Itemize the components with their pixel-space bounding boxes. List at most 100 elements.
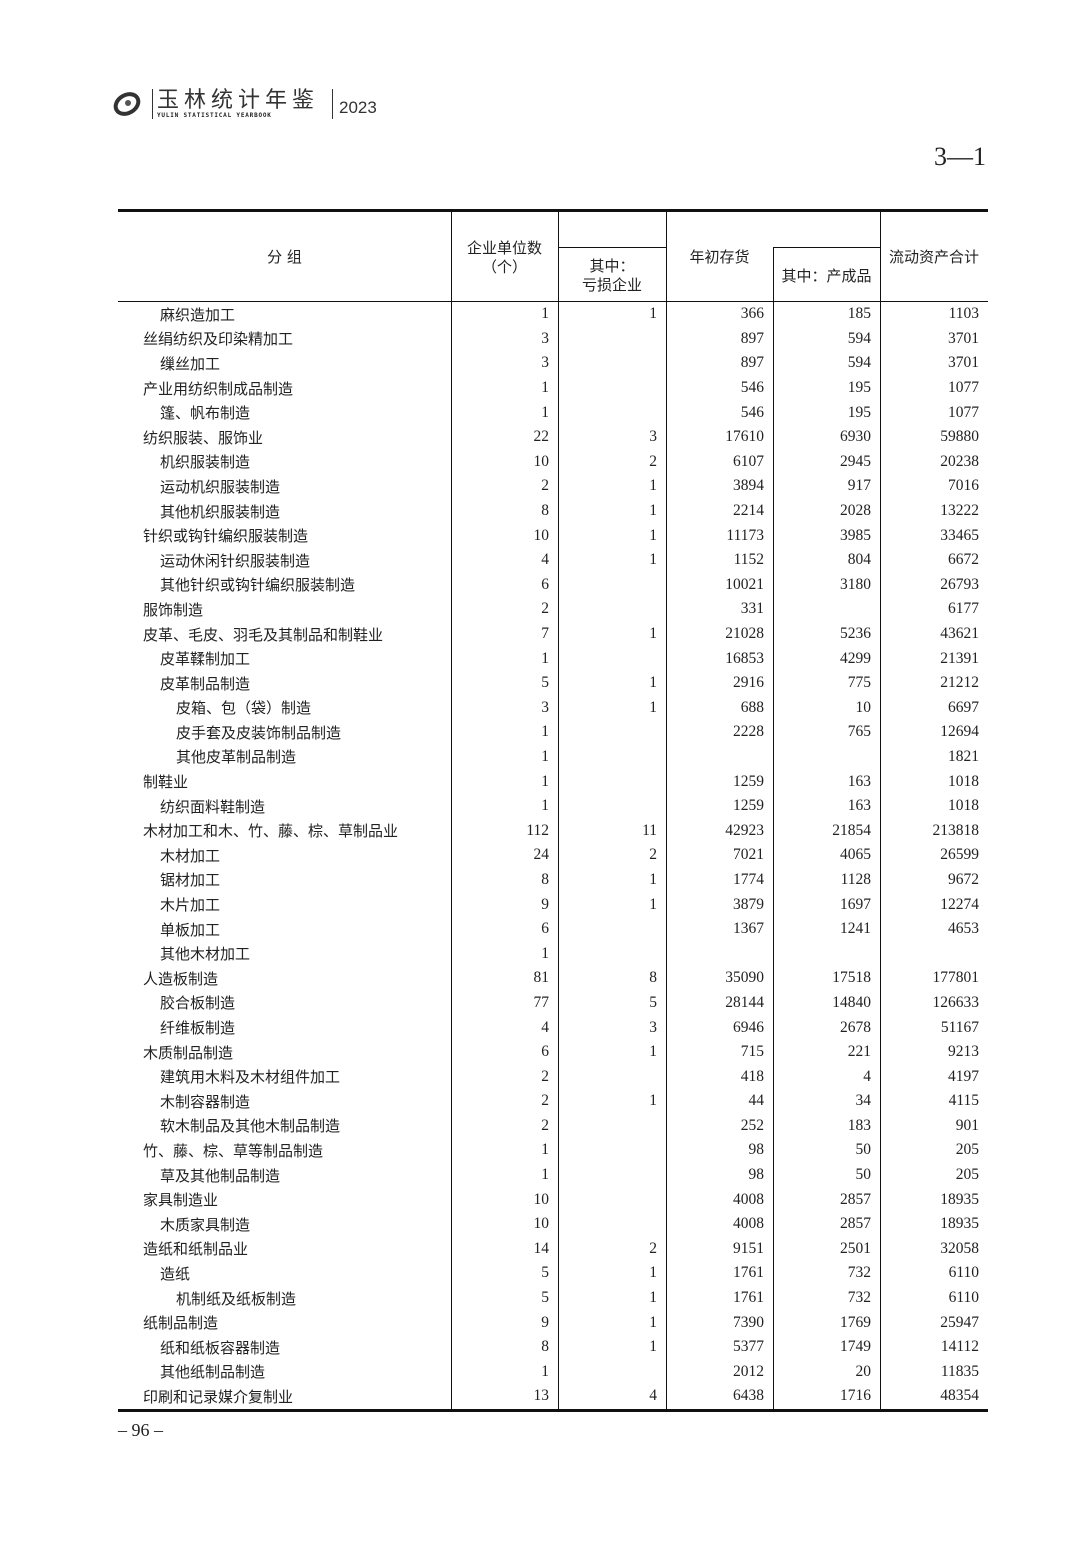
row-value: 6930 — [840, 428, 871, 446]
header-units: 企业单位数 （个） — [451, 239, 558, 277]
row-value: 4008 — [733, 1190, 764, 1208]
row-value: 6 — [541, 1043, 549, 1061]
row-value: 2501 — [840, 1239, 871, 1257]
table-row: 针织或钩针编织服装制造 10 1 11173 3985 33465 — [118, 523, 988, 548]
row-value: 897 — [740, 354, 764, 372]
table-row: 其他木材加工 1 — [118, 941, 988, 966]
table-row: 皮革制品制造 5 1 2916 775 21212 — [118, 671, 988, 696]
row-value: 4 — [541, 1018, 549, 1036]
row-value: 6 — [541, 920, 549, 938]
row-value: 21212 — [940, 674, 979, 692]
row-value: 2 — [541, 477, 549, 495]
row-value: 59880 — [940, 428, 979, 446]
row-label: 造纸 — [160, 1264, 191, 1283]
row-value: 185 — [847, 305, 871, 323]
row-value: 1152 — [733, 551, 764, 569]
row-label: 皮革制品制造 — [160, 674, 251, 693]
row-value: 3701 — [948, 354, 979, 372]
row-value: 163 — [847, 797, 871, 815]
row-value: 1 — [649, 698, 657, 716]
table-row: 木质家具制造 10 4008 2857 18935 — [118, 1212, 988, 1237]
row-label: 皮革鞣制加工 — [160, 650, 251, 669]
row-label: 其他纸制品制造 — [160, 1363, 266, 1382]
row-value: 5 — [541, 1264, 549, 1282]
row-value: 1 — [649, 551, 657, 569]
row-label: 服饰制造 — [143, 600, 204, 619]
row-value: 4 — [863, 1067, 871, 1085]
row-value: 1 — [649, 1313, 657, 1331]
table-row: 运动休闲针织服装制造 4 1 1152 804 6672 — [118, 548, 988, 573]
row-value: 1 — [649, 477, 657, 495]
row-value: 5377 — [733, 1338, 764, 1356]
row-value: 1 — [541, 649, 549, 667]
row-label: 胶合板制造 — [160, 994, 236, 1013]
header-inventory: 年初存货 — [689, 248, 750, 266]
row-label: 机制纸及纸板制造 — [176, 1289, 297, 1308]
row-value: 12694 — [940, 723, 979, 741]
table-row: 木质制品制造 6 1 715 221 9213 — [118, 1040, 988, 1065]
table-row: 纤维板制造 4 3 6946 2678 51167 — [118, 1015, 988, 1040]
table-row: 机制纸及纸板制造 5 1 1761 732 6110 — [118, 1286, 988, 1311]
row-value: 1 — [649, 674, 657, 692]
row-value: 10021 — [725, 575, 764, 593]
row-value: 213818 — [932, 821, 980, 839]
row-value: 3 — [541, 329, 549, 347]
row-value: 715 — [740, 1043, 764, 1061]
row-value: 5 — [541, 674, 549, 692]
page-number: – 96 – — [118, 1420, 163, 1440]
row-value: 9 — [541, 1313, 549, 1331]
row-value: 1 — [649, 526, 657, 544]
row-value: 21028 — [725, 625, 764, 643]
row-label: 单板加工 — [160, 920, 221, 939]
row-value: 1 — [649, 895, 657, 913]
row-value: 6946 — [733, 1018, 764, 1036]
table-row: 软木制品及其他木制品制造 2 252 183 901 — [118, 1114, 988, 1139]
table-row: 机织服装制造 10 2 6107 2945 20238 — [118, 450, 988, 475]
row-value: 2012 — [733, 1362, 764, 1380]
row-value: 1 — [649, 502, 657, 520]
table-row: 皮革、毛皮、羽毛及其制品和制鞋业 7 1 21028 5236 43621 — [118, 622, 988, 647]
header-divider — [332, 89, 334, 119]
table-row: 木片加工 9 1 3879 1697 12274 — [118, 892, 988, 917]
table-row: 篷、帆布制造 1 546 195 1077 — [118, 400, 988, 425]
table-row: 麻织造加工 1 1 366 185 1103 — [118, 302, 988, 327]
row-value: 1 — [541, 305, 549, 323]
row-label: 造纸和纸制品业 — [143, 1240, 249, 1259]
row-label: 皮手套及皮装饰制品制造 — [176, 723, 342, 742]
table-header: 分 组 企业单位数 （个） 其中： 亏损企业 年初存货 其中：产成品 流动资产合计 — [118, 209, 988, 302]
row-value: 98 — [748, 1141, 765, 1159]
row-value: 6110 — [948, 1264, 979, 1282]
row-value: 688 — [740, 698, 764, 716]
row-value: 7021 — [733, 846, 764, 864]
row-value: 35090 — [725, 969, 764, 987]
row-value: 3 — [541, 698, 549, 716]
row-label: 其他木材加工 — [160, 945, 251, 964]
row-value: 1821 — [948, 747, 979, 765]
row-value: 7390 — [733, 1313, 764, 1331]
yearbook-header: 玉林统计年鉴 YULIN STATISTICAL YEARBOOK 2023 — [112, 86, 377, 122]
row-value: 804 — [847, 551, 871, 569]
table-row: 家具制造业 10 4008 2857 18935 — [118, 1187, 988, 1212]
row-value: 6672 — [948, 551, 979, 569]
row-value: 32058 — [940, 1239, 979, 1257]
row-value: 901 — [955, 1116, 979, 1134]
row-value: 4008 — [733, 1215, 764, 1233]
row-value: 1761 — [733, 1289, 764, 1307]
row-value: 6177 — [948, 600, 979, 618]
table-row: 皮箱、包（袋）制造 3 1 688 10 6697 — [118, 696, 988, 721]
table-row: 建筑用木料及木材组件加工 2 418 4 4197 — [118, 1064, 988, 1089]
row-value: 12274 — [940, 895, 979, 913]
row-value: 1077 — [948, 379, 979, 397]
row-value: 8 — [541, 502, 549, 520]
row-label: 麻织造加工 — [160, 305, 236, 324]
row-value: 17518 — [832, 969, 871, 987]
row-value: 42923 — [725, 821, 764, 839]
row-label: 锯材加工 — [160, 871, 221, 890]
row-value: 6438 — [733, 1387, 764, 1405]
row-value: 16853 — [725, 649, 764, 667]
row-value: 1 — [649, 625, 657, 643]
row-value: 2 — [649, 846, 657, 864]
row-value: 21854 — [832, 821, 871, 839]
row-label: 草及其他制品制造 — [160, 1166, 281, 1185]
table-row: 印刷和记录媒介复制业 13 4 6438 1716 48354 — [118, 1384, 988, 1409]
